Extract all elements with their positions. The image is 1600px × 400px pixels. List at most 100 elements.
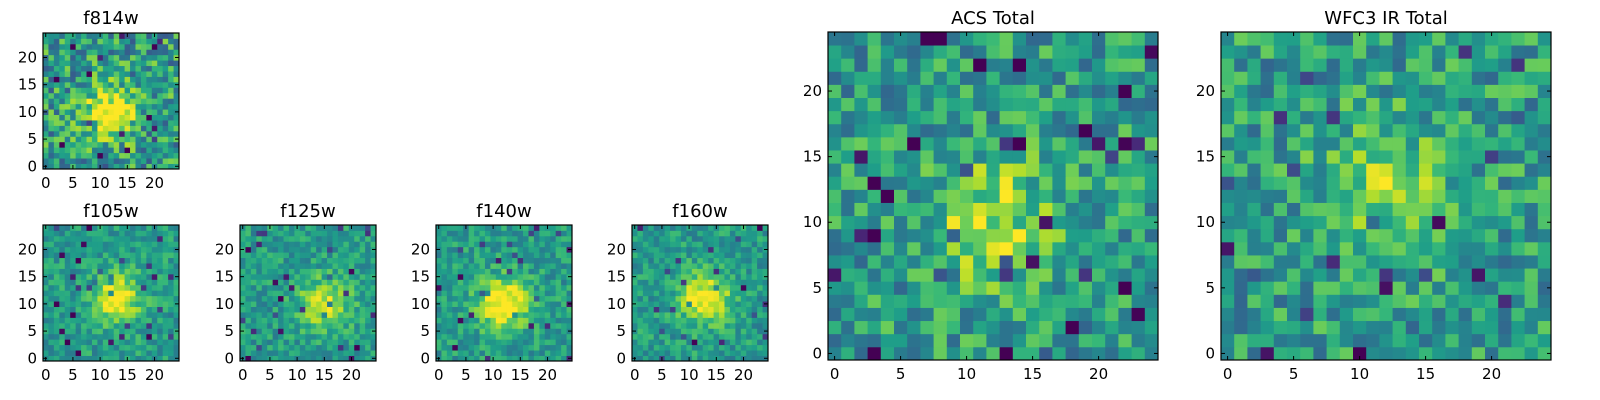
heatmap-cell [48,136,55,143]
heatmap-cell [512,322,518,329]
heatmap-cell [135,120,142,126]
heatmap-cell [168,60,174,67]
heatmap-cell [757,312,763,318]
heatmap-cell [1234,215,1248,230]
heatmap-cell [735,295,742,302]
heatmap-cell [130,246,136,253]
heatmap-cell [151,120,158,126]
heatmap-cell [555,328,562,335]
heatmap-cell [102,76,109,83]
heatmap-cell [48,114,55,121]
heatmap-cell [135,38,142,45]
heatmap-cell [140,71,147,77]
heatmap-cell [261,312,268,318]
heatmap-cell [146,103,153,110]
heatmap-cell [841,255,855,269]
heatmap-cell [53,33,60,39]
heatmap-cell [517,322,524,329]
heatmap-cell [124,114,131,121]
heatmap-cell [240,284,246,291]
heatmap-cell [1078,294,1093,308]
heatmap-cell [1065,320,1080,335]
heatmap-cell [64,65,71,72]
heatmap-cell [566,268,573,275]
heatmap-cell [632,279,638,286]
heatmap-cell [1273,320,1288,335]
heatmap-cell [146,92,153,99]
heatmap-cell [146,290,153,297]
heatmap-cell [157,163,164,170]
heatmap-cell [337,268,344,275]
heatmap-cell [97,257,104,264]
heatmap-cell [135,339,142,346]
heatmap-cell [146,141,153,148]
heatmap-cell [1511,294,1525,308]
heatmap-cell [746,295,753,302]
heatmap-cell [1471,281,1486,295]
heatmap-cell [1432,150,1446,164]
heatmap-cell [151,141,158,148]
heatmap-cell [1078,58,1093,72]
heatmap-cell [240,295,246,302]
heatmap-cell [305,355,312,362]
heatmap-cell [321,350,328,356]
heatmap-cell [130,339,136,346]
heatmap-cell [113,163,120,170]
heatmap-cell [1511,71,1525,85]
y-tick-label: 5 [616,322,626,340]
heatmap-cell [1511,163,1525,177]
heatmap-cell [332,284,339,291]
heatmap-cell [348,306,355,313]
heatmap-cell [642,290,649,297]
heatmap-cell [168,301,174,307]
heatmap-cell [920,45,934,59]
heatmap-cell [1471,255,1486,269]
heatmap-cell [130,344,136,351]
heatmap-cell [310,241,317,248]
heatmap-cell [1339,150,1354,164]
heatmap-cell [53,279,60,286]
heatmap-cell [474,252,480,259]
heatmap-cell [746,344,753,351]
x-tick-label: 20 [538,366,557,384]
heatmap-cell [1039,110,1053,125]
heatmap-cell [724,328,731,335]
heatmap-cell [1221,97,1235,112]
heatmap-cell [1131,320,1146,335]
heatmap-cell [59,339,66,346]
heatmap-cell [729,290,736,297]
heatmap-cell [86,333,93,340]
heatmap-cell [539,241,546,248]
heatmap-cell [359,246,366,253]
heatmap-cell [81,152,87,159]
heatmap-cell [1039,150,1053,164]
heatmap-cell [675,355,682,362]
heatmap-cell [1118,110,1132,125]
heatmap-cell [1221,189,1235,203]
heatmap-cell [272,322,279,329]
heatmap-cell [1221,333,1235,348]
heatmap-cell [517,246,524,253]
heatmap-cell [441,350,448,356]
heatmap-cell [1419,163,1433,177]
heatmap-cell [517,268,524,275]
heatmap-cell [533,344,540,351]
heatmap-cell [1221,268,1235,282]
heatmap-cell [81,120,87,126]
heatmap-cell [1432,215,1446,230]
heatmap-cell [762,279,769,286]
heatmap-cell [91,120,98,126]
heatmap-cell [550,225,557,231]
heatmap-cell [436,350,442,356]
heatmap-cell [561,268,567,275]
heatmap-cell [43,130,49,137]
heatmap-cell [713,279,720,286]
heatmap-cell [359,328,366,335]
heatmap-cell [337,279,344,286]
heatmap-cell [1221,32,1235,46]
heatmap-cell [108,350,115,356]
heatmap-cell [135,268,142,275]
heatmap-cell [86,76,93,83]
heatmap-cell [894,268,908,282]
heatmap-cell [294,317,301,324]
